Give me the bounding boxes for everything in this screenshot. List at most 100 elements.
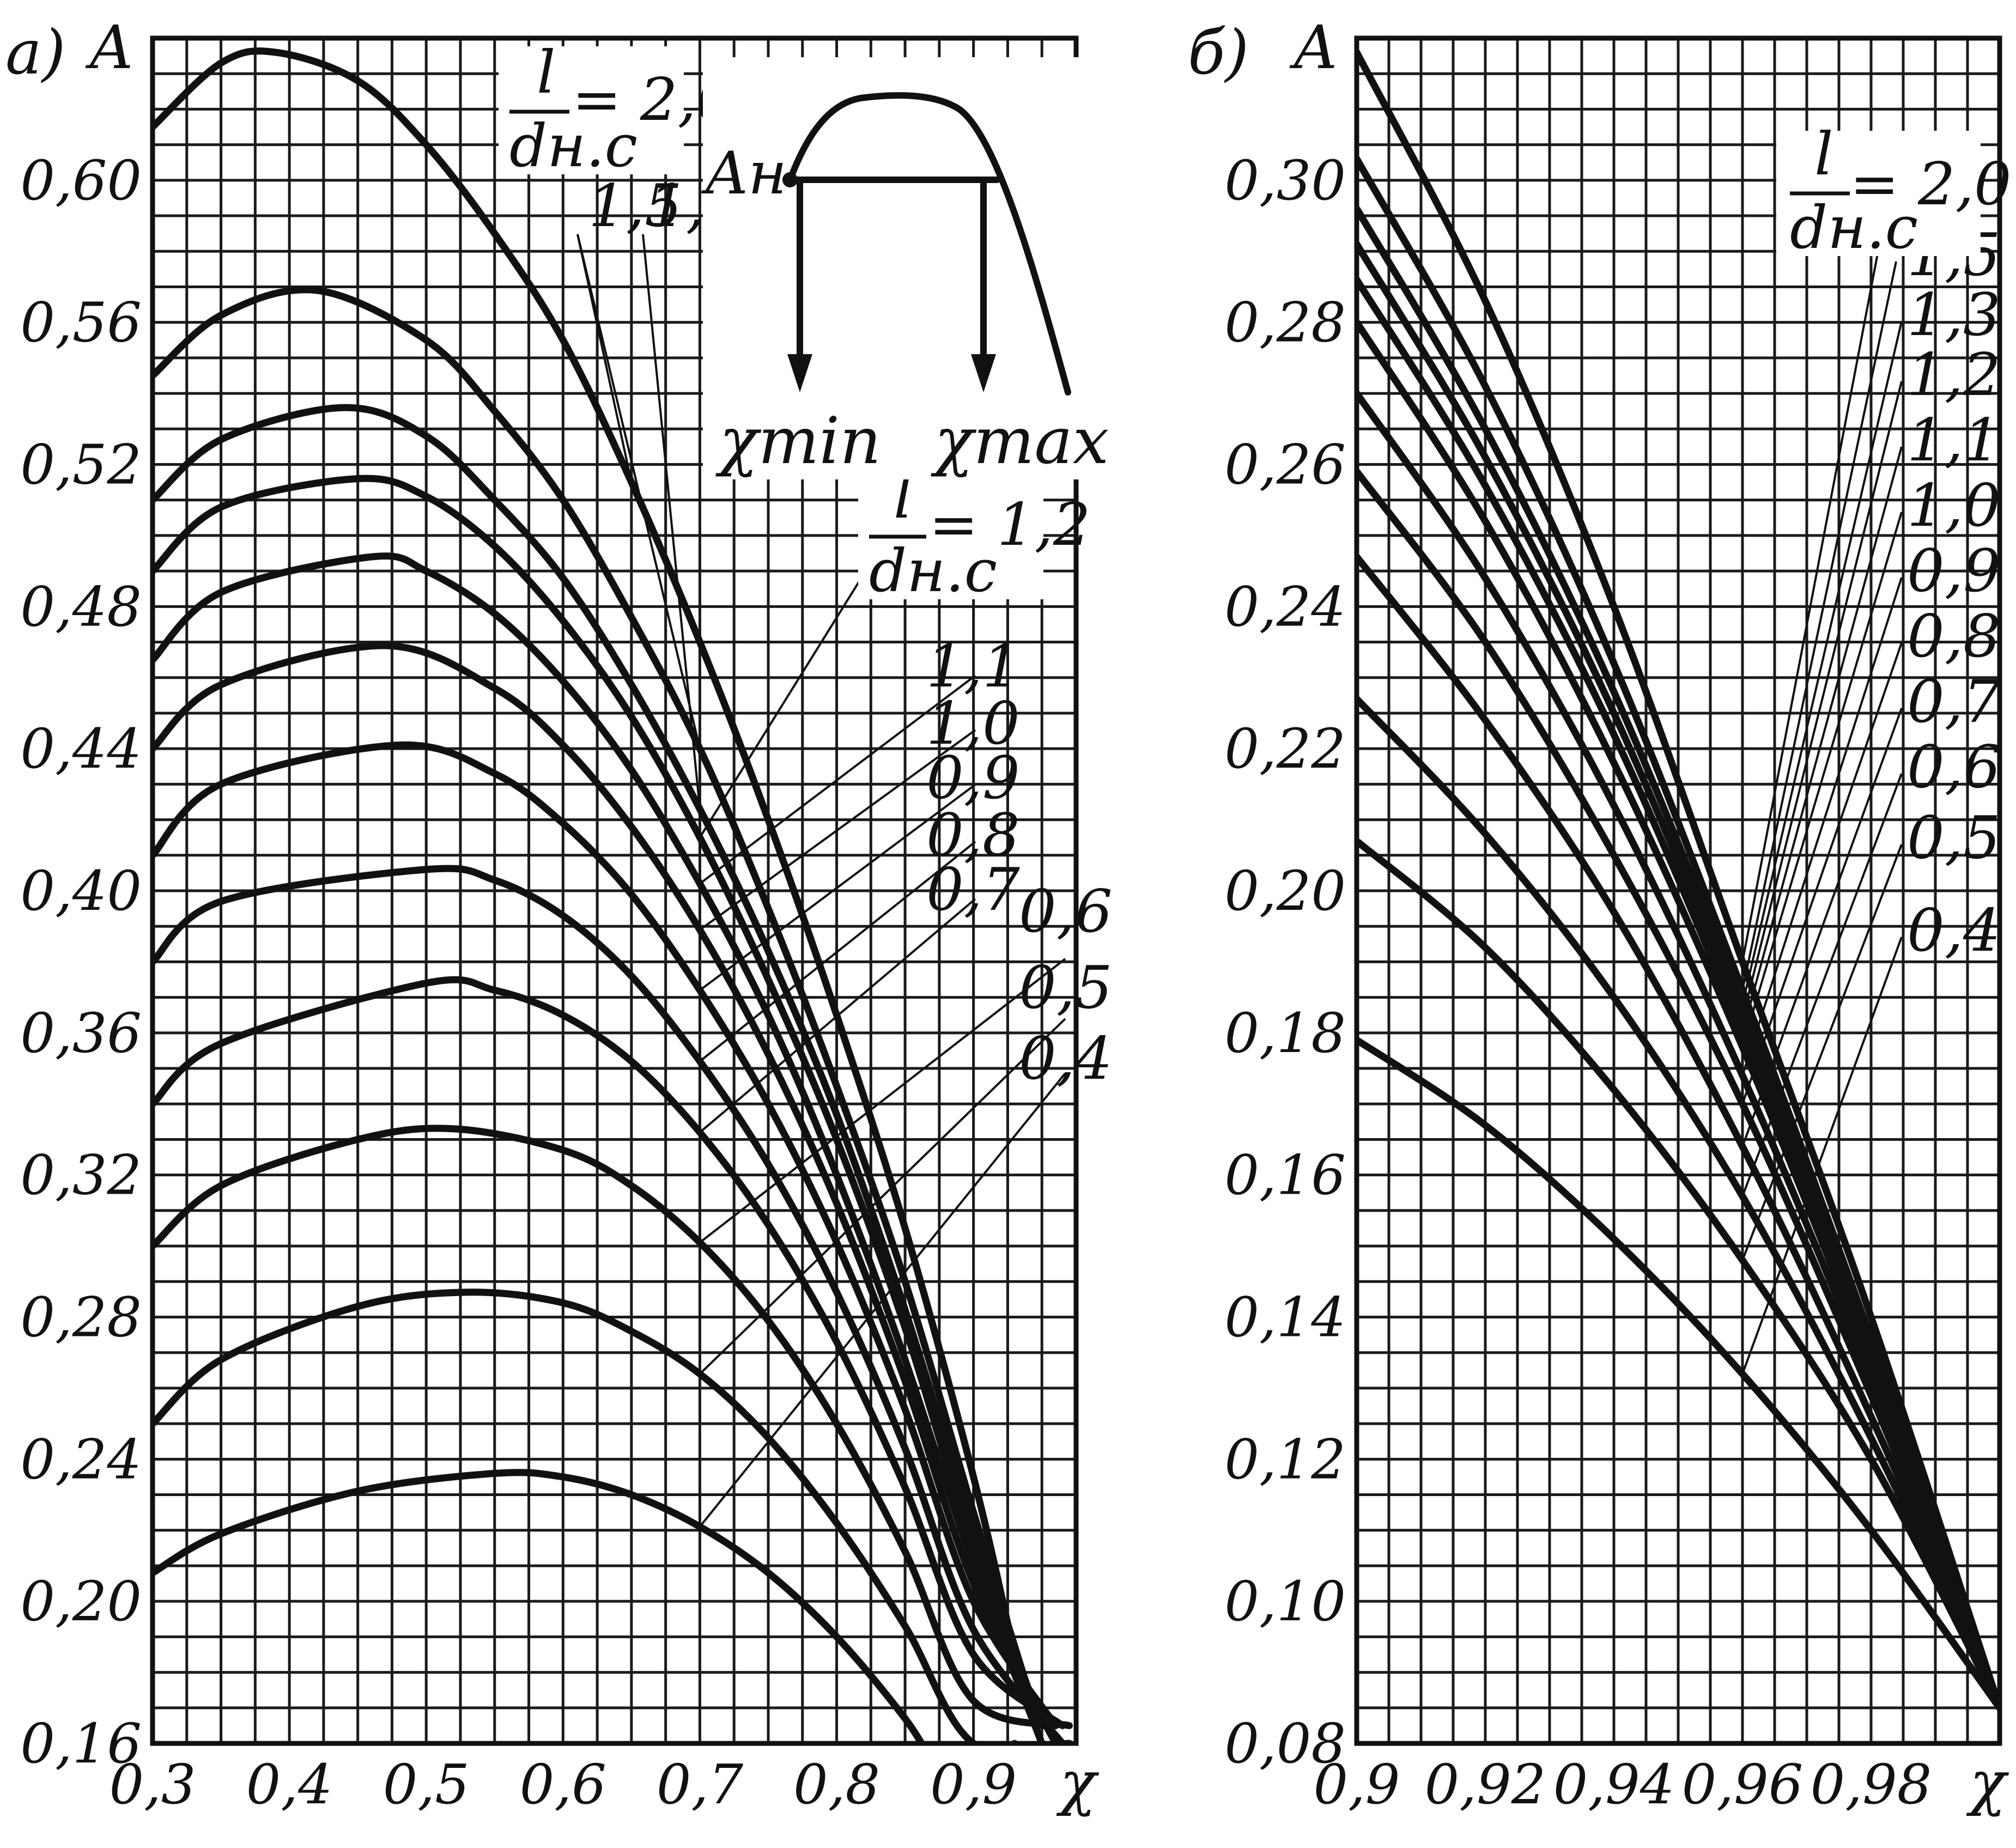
x-tick-label: 0,98 xyxy=(1811,1753,1932,1816)
leader-line xyxy=(1741,577,1903,1076)
curve-label-1-1: 1,1 xyxy=(1907,406,2001,475)
inset-x-max-label: χmax xyxy=(931,403,1109,478)
curve-label-0-4: 0,4 xyxy=(1019,1025,1113,1093)
curve-label-0-7: 0,7 xyxy=(926,856,1020,924)
panel-a-x-axis-title: χ xyxy=(1056,1748,1100,1817)
panel-a-fraction-bottom: dн.с xyxy=(509,112,637,180)
curve-1-0 xyxy=(1357,319,2000,1712)
panel-b-y-axis-title: A xyxy=(1289,13,1337,82)
curve-label-1-1: 1,1 xyxy=(926,633,1020,701)
curve-1-0 xyxy=(153,642,1059,1743)
y-tick-label: 0,18 xyxy=(1224,1001,1346,1065)
leader-line xyxy=(1741,642,1903,1104)
leader-line xyxy=(1741,321,1903,1005)
panel-a-series-label-second: l dн.с = 1,2 xyxy=(858,464,1091,605)
panel-b-tick-labels: 0,9 0,92 0,94 0,96 0,98 0,08 0,10 0,12 0,14 0,16 0… xyxy=(1224,149,1932,1816)
x-tick-label: 0,3 xyxy=(109,1753,196,1816)
curve-label-0-9: 0,9 xyxy=(1907,537,2001,605)
y-tick-label: 0,16 xyxy=(1224,1144,1346,1207)
panel-b-label: б) xyxy=(1188,17,1249,88)
x-tick-label: 0,94 xyxy=(1553,1753,1675,1816)
leader-line xyxy=(1741,381,1903,1019)
panel-b-x-axis-title: χ xyxy=(1966,1748,2009,1817)
leader-line xyxy=(699,1072,1066,1528)
curve-1-5 xyxy=(153,286,1032,1694)
leader-line xyxy=(699,674,976,885)
panel-a-y-axis-title: A xyxy=(85,13,133,82)
y-tick-label: 0,22 xyxy=(1224,717,1346,781)
leader-line xyxy=(1741,512,1903,1048)
curve-1-2 xyxy=(153,475,1046,1729)
x-tick-label: 0,96 xyxy=(1682,1753,1804,1816)
leader-line xyxy=(699,841,976,1062)
y-tick-label: 0,10 xyxy=(1224,1570,1346,1633)
y-tick-label: 0,08 xyxy=(1224,1712,1346,1776)
panel-b-fraction-bottom: dн.с xyxy=(1790,194,1918,262)
panel-a-chart: а) A χ 0,3 0,4 0,5 0,6 0,7 0,8 0,90,160,200,24… xyxy=(5,13,1113,1817)
leader-line xyxy=(699,783,976,992)
plot-frame xyxy=(1354,35,2002,1746)
curve-0-7 xyxy=(153,976,1066,1729)
curve-0-9 xyxy=(1357,390,2000,1712)
y-tick-label: 0,12 xyxy=(1224,1427,1346,1491)
panel-b-fraction-top: l xyxy=(1814,120,1833,189)
x-tick-label: 0,7 xyxy=(657,1753,743,1816)
panel-a-tick-labels: 0,3 0,4 0,5 0,6 0,7 0,8 0,90,160,200,240,280,3… xyxy=(20,149,1017,1816)
curve-label-0-9: 0,9 xyxy=(926,744,1020,812)
leader-line xyxy=(1741,708,1903,1147)
curve-0-5 xyxy=(1357,837,2000,1712)
curve-label-1-3: 1,3 xyxy=(1907,281,2001,349)
leader-line xyxy=(642,234,701,810)
curve-1-3 xyxy=(153,404,1039,1712)
panel-a-series-label-main: l dн.с = 2,0 xyxy=(499,39,734,180)
curve-label-0-5: 0,5 xyxy=(1019,954,1113,1022)
y-tick-label: 0,20 xyxy=(1224,859,1346,923)
curve-0-7 xyxy=(1357,553,2000,1712)
leader-line xyxy=(1741,773,1903,1197)
y-tick-label: 0,26 xyxy=(1224,433,1346,497)
panel-b-curve-labels: 1,51,31,21,11,00,90,80,70,60,50,4 xyxy=(1741,185,2001,1375)
y-tick-label: 0,40 xyxy=(20,859,142,923)
curve-label-0-8: 0,8 xyxy=(1907,603,2001,671)
y-tick-label: 0,20 xyxy=(20,1570,142,1633)
plot-frame xyxy=(150,35,1079,1746)
y-tick-label: 0,56 xyxy=(20,291,142,355)
y-tick-label: 0,32 xyxy=(20,1144,142,1207)
y-tick-label: 0,24 xyxy=(20,1427,142,1491)
curve-label-1-0: 1,0 xyxy=(1907,472,2001,540)
y-tick-label: 0,28 xyxy=(20,1286,142,1349)
x-tick-label: 0,9 xyxy=(1313,1753,1400,1816)
curve-label-0-7: 0,7 xyxy=(1907,668,2001,736)
curve-label-1-2: 1,2 xyxy=(1907,341,2001,409)
curve-0-4 xyxy=(1357,1036,2000,1712)
curve-0-8 xyxy=(1357,468,2000,1712)
leader-line xyxy=(699,898,976,1133)
y-tick-label: 0,60 xyxy=(20,149,142,212)
panel-a-fraction-top: l xyxy=(537,39,556,107)
panel-b-equals-main: = 2,0 xyxy=(1850,150,2012,218)
curve-label-0-5: 0,5 xyxy=(1907,804,2001,872)
leader-line xyxy=(699,958,1066,1244)
x-tick-label: 0,9 xyxy=(930,1753,1017,1816)
y-tick-label: 0,52 xyxy=(20,433,142,497)
panel-b-curves xyxy=(1357,48,2000,1712)
curve-label-0-6: 0,6 xyxy=(1907,733,2001,801)
panel-a-inset: Aн χmin χmax xyxy=(701,57,1109,479)
curve-0-6 xyxy=(153,1124,1073,1729)
leader-line xyxy=(699,729,976,931)
curve-1-1 xyxy=(153,552,1046,1743)
leader-line xyxy=(699,560,873,838)
y-tick-label: 0,28 xyxy=(1224,291,1346,355)
panel-a-equals-second: = 1,2 xyxy=(929,491,1091,559)
leader-line xyxy=(699,1018,1066,1375)
x-tick-label: 0,4 xyxy=(246,1753,333,1816)
x-tick-label: 0,6 xyxy=(520,1753,606,1816)
leader-line xyxy=(1741,446,1903,1034)
curve-label-1-0: 1,0 xyxy=(926,690,1020,758)
y-tick-label: 0,16 xyxy=(20,1712,142,1776)
inset-arrow-max-head xyxy=(971,354,996,392)
inset-level-point xyxy=(782,172,798,187)
leader-line xyxy=(1741,185,1892,962)
curve-0-6 xyxy=(1357,695,2000,1712)
